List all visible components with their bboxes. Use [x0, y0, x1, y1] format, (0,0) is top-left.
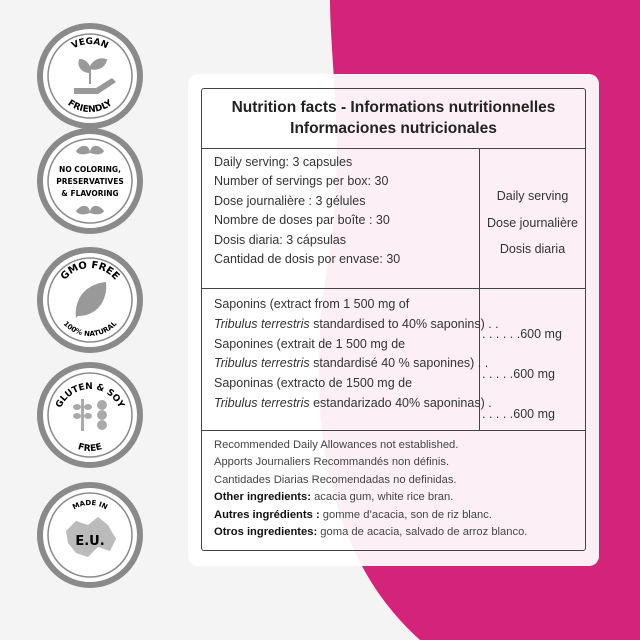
note-line: Recommended Daily Allowances not establi…: [214, 439, 459, 451]
species-name: Tribulus terrestris: [214, 316, 310, 331]
no-coloring-badge: NO COLORING, PRESERVATIVES & FLAVORING: [37, 128, 143, 234]
note-line: Apports Journaliers Recommandés non défi…: [214, 456, 450, 469]
serving-line: Dosis diaria: 3 cápsulas: [214, 232, 347, 247]
serving-header: Daily serving: [496, 189, 569, 203]
serving-header: Dose journalière: [486, 215, 579, 230]
vegan-friendly-badge: VEGAN FRIENDLY: [37, 23, 143, 129]
serving-line: Cantidad de dosis por envase: 30: [214, 252, 401, 267]
badge-line: PRESERVATIVES: [56, 177, 123, 186]
ingredient-amount: . . . . .600 mg: [482, 366, 555, 381]
badge-line: NO COLORING,: [59, 165, 121, 174]
leaves-icon: [76, 145, 104, 215]
svg-text:FREE: FREE: [77, 442, 103, 454]
made-in-eu-badge: MADE IN E.U.: [37, 482, 143, 588]
badge-center-text: E.U.: [75, 534, 104, 549]
serving-header: Dosis diaria: [499, 242, 566, 256]
note-line: Cantidades Diarias Recomendadas no defin…: [214, 473, 457, 486]
species-name: Tribulus terrestris: [214, 356, 310, 371]
ingredient-line: Saponines (extrait de 1 500 mg de: [214, 336, 406, 351]
svg-text:VEGAN: VEGAN: [70, 37, 109, 51]
gmo-free-badge: GMO FREE 100% NATURAL: [37, 247, 143, 353]
other-ingredients-value: goma de acacia, salvado de arroz blanco.: [317, 526, 528, 539]
badge-bottom-text: FREE: [77, 442, 103, 454]
leaf-icon: [75, 282, 107, 318]
species-name: Tribulus terrestris: [214, 395, 310, 410]
nutrition-card: [188, 74, 599, 566]
other-ingredients-label: Other ingredients:: [214, 491, 311, 504]
serving-line: Nombre de doses par boîte : 30: [214, 213, 390, 228]
other-ingredients-value: gomme d’acacia, son de riz blanc.: [319, 508, 492, 521]
other-ingredients-value: acacia gum, white rice bran.: [310, 491, 454, 504]
serving-line: Daily serving: 3 capsules: [214, 155, 353, 169]
badge-top-text: VEGAN: [70, 37, 109, 51]
ingredient-line: estandarizado 40% saponinas) .: [309, 395, 492, 410]
table-footer: Recommended Daily Allowances not establi…: [202, 431, 585, 541]
wheat-soy-icon: [73, 399, 107, 431]
table-title: Nutrition facts - Informations nutrition…: [231, 99, 556, 116]
ingredient-amount: . . . . . .600 mg: [482, 327, 562, 341]
ingredient-amount: . . . . .600 mg: [482, 406, 555, 421]
gluten-soy-free-badge: GLUTEN & SOY FREE: [37, 362, 143, 468]
table-header: Nutrition facts - Informations nutrition…: [202, 89, 585, 149]
serving-line: Number of servings per box: 30: [214, 174, 389, 189]
ingredient-line: standardised to 40% saponins) . .: [309, 316, 499, 331]
other-ingredients-label: Otros ingredientes:: [214, 526, 318, 539]
serving-line: Dose journalière : 3 gélules: [214, 193, 366, 208]
europe-map-icon: [66, 517, 116, 557]
table-subtitle: Informaciones nutricionales: [290, 120, 497, 137]
other-ingredients-label: Autres ingrédients :: [214, 508, 320, 521]
nutrition-facts-table: Nutrition facts - Informations nutrition…: [201, 88, 586, 551]
ingredient-line: Saponins (extract from 1 500 mg of: [214, 297, 410, 311]
hand-plant-icon: [74, 58, 116, 94]
ingredients-row: Saponins (extract from 1 500 mg of Tribu…: [202, 289, 585, 431]
ingredient-line: Saponinas (extracto de 1500 mg de: [214, 376, 413, 391]
badge-line: & FLAVORING: [61, 189, 118, 198]
serving-row: Daily serving: 3 capsules Number of serv…: [202, 149, 585, 289]
ingredient-line: standardisé 40 % saponines) . .: [309, 356, 489, 371]
